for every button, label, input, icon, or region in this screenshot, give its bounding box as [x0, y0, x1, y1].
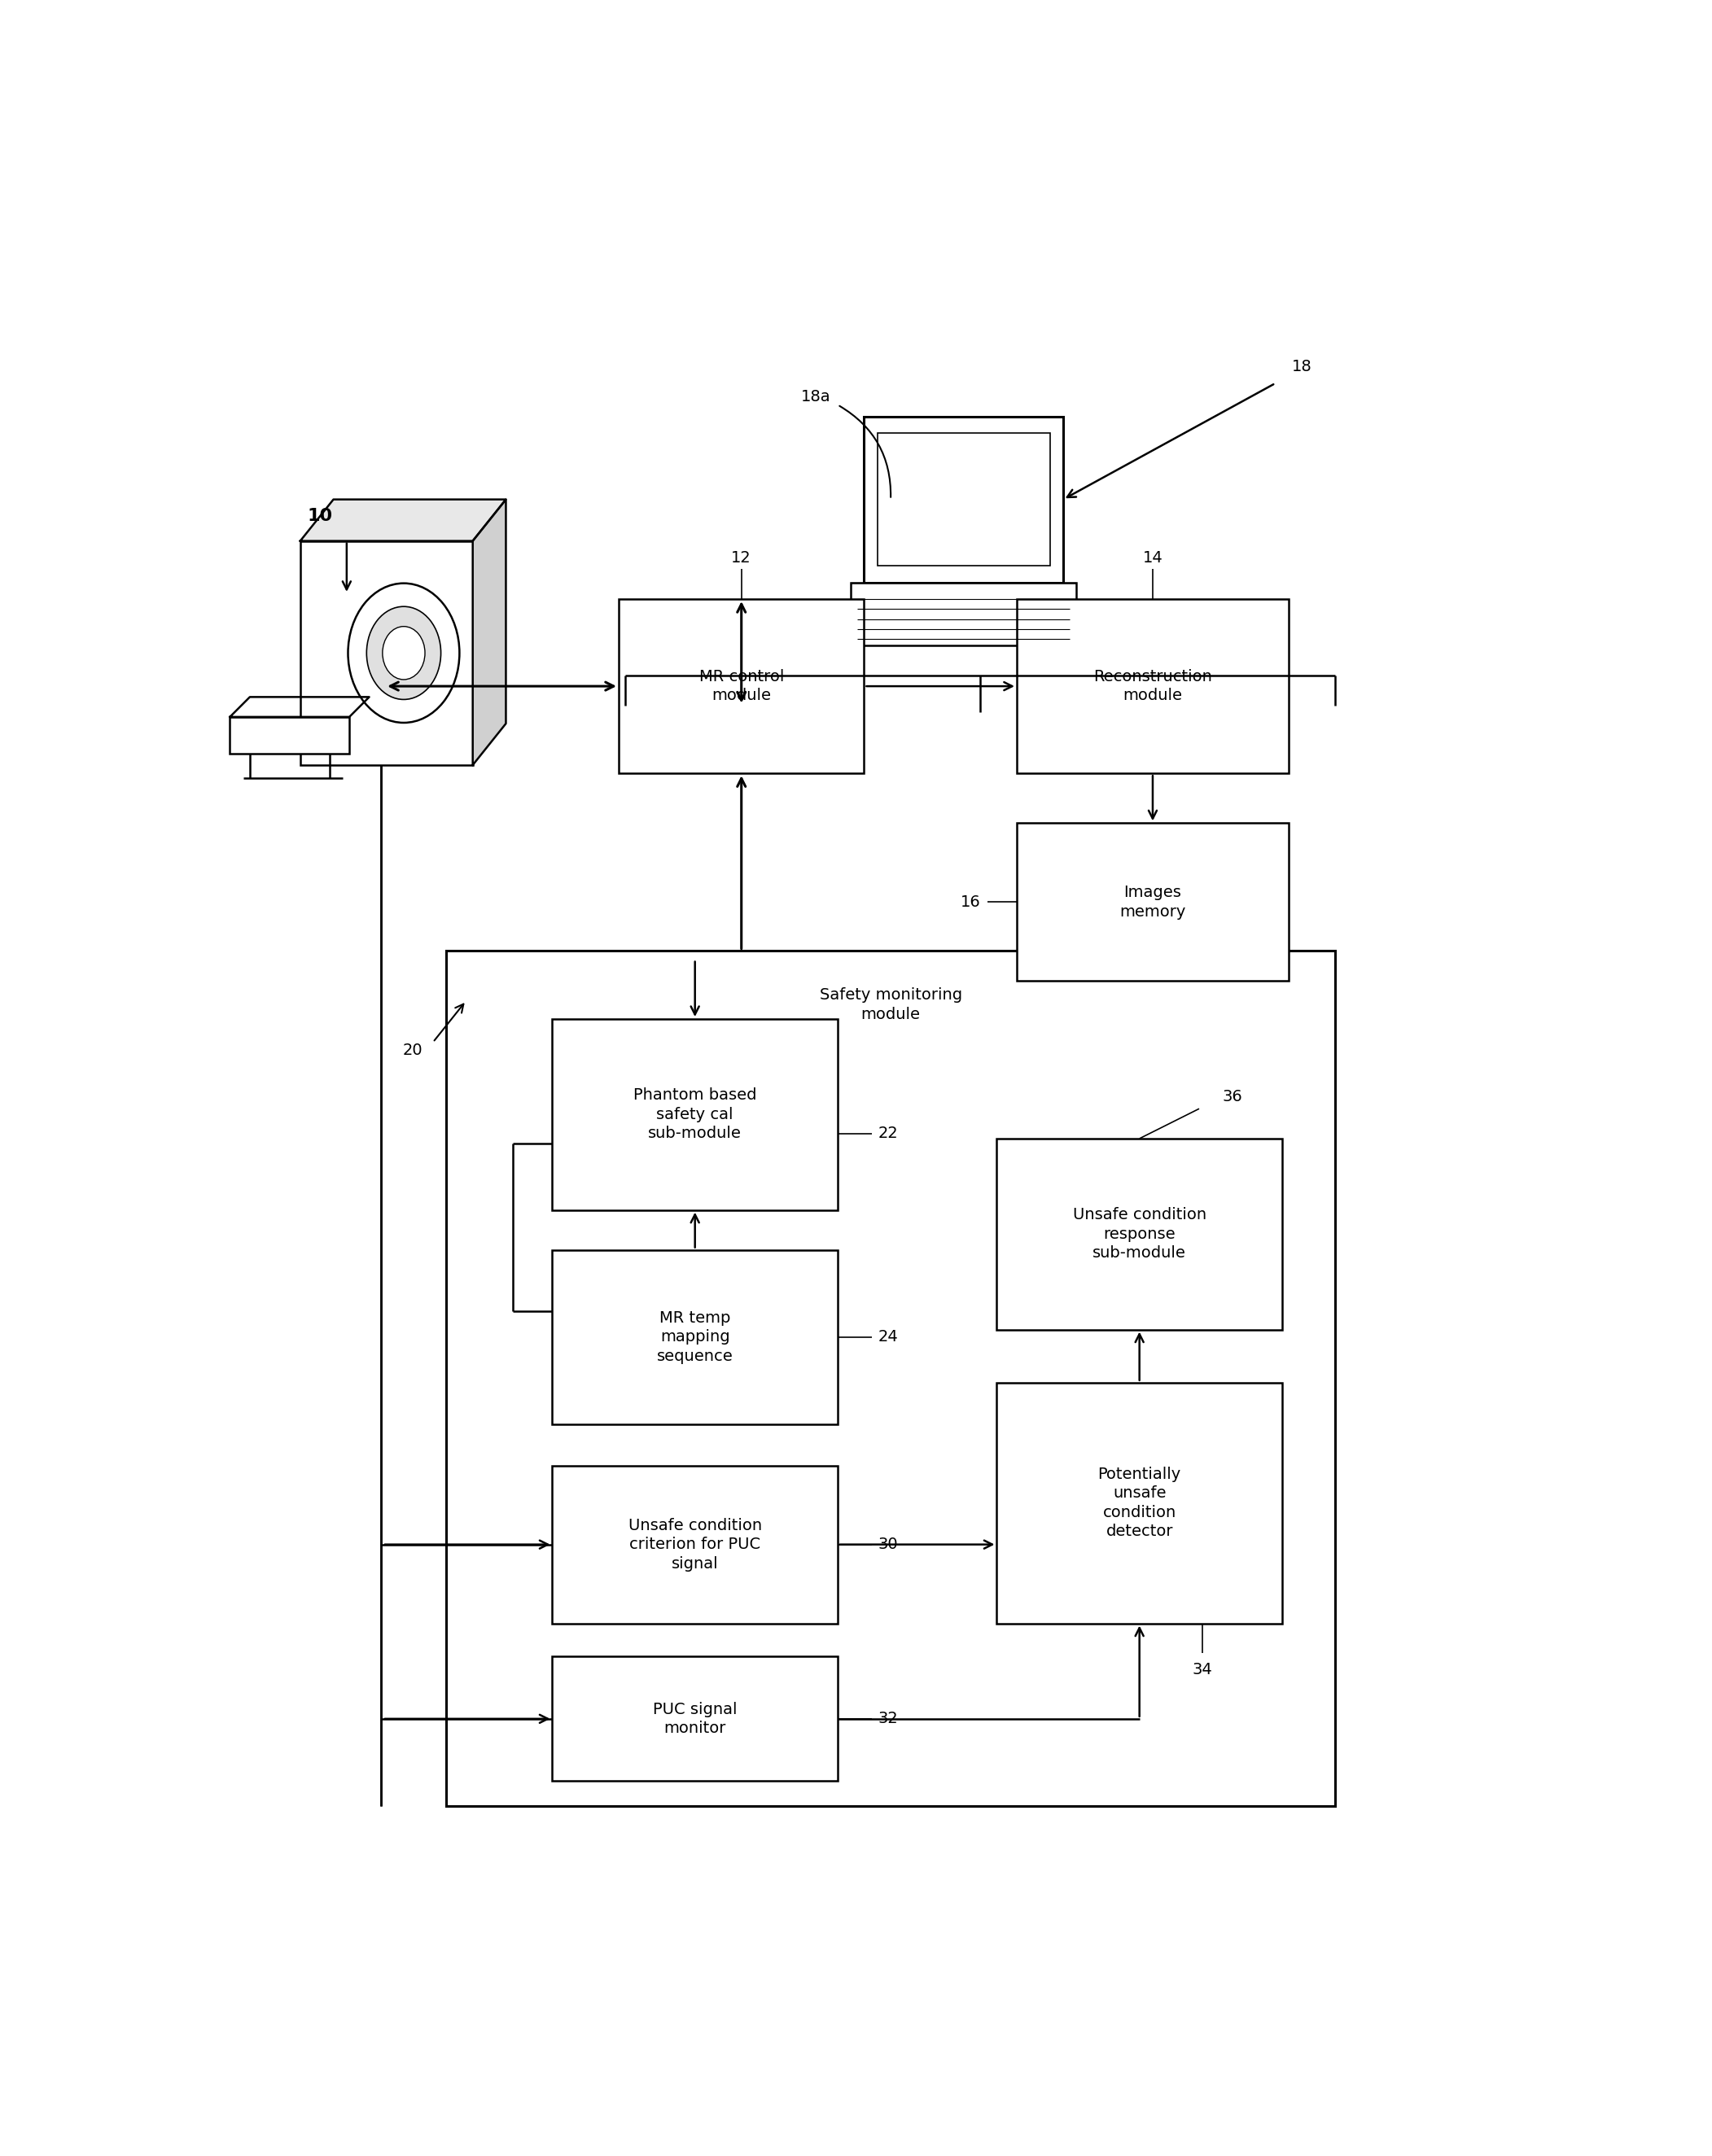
- FancyBboxPatch shape: [229, 718, 349, 752]
- Text: 14: 14: [1142, 550, 1162, 565]
- Text: 34: 34: [1192, 1662, 1212, 1677]
- FancyBboxPatch shape: [300, 541, 473, 765]
- Text: MR temp
mapping
sequence: MR temp mapping sequence: [657, 1311, 733, 1365]
- Text: 36: 36: [1222, 1089, 1243, 1104]
- Text: 12: 12: [731, 550, 752, 565]
- Text: Reconstruction
module: Reconstruction module: [1094, 668, 1212, 703]
- Circle shape: [366, 606, 442, 699]
- FancyBboxPatch shape: [553, 1466, 837, 1623]
- Polygon shape: [300, 500, 507, 541]
- FancyBboxPatch shape: [618, 599, 865, 774]
- Text: 30: 30: [878, 1537, 899, 1552]
- FancyBboxPatch shape: [996, 1138, 1282, 1330]
- Text: MR control
module: MR control module: [698, 668, 784, 703]
- Text: 32: 32: [878, 1712, 899, 1727]
- FancyBboxPatch shape: [553, 1250, 837, 1425]
- Text: 10: 10: [308, 509, 332, 524]
- Text: 18: 18: [1293, 358, 1311, 375]
- FancyBboxPatch shape: [553, 1656, 837, 1781]
- FancyBboxPatch shape: [447, 951, 1335, 1807]
- Text: PUC signal
monitor: PUC signal monitor: [652, 1701, 738, 1736]
- Text: Unsafe condition
response
sub-module: Unsafe condition response sub-module: [1073, 1207, 1207, 1261]
- FancyBboxPatch shape: [1017, 599, 1289, 774]
- FancyBboxPatch shape: [1017, 824, 1289, 981]
- Text: 22: 22: [878, 1125, 899, 1141]
- Text: Potentially
unsafe
condition
detector: Potentially unsafe condition detector: [1097, 1466, 1181, 1539]
- FancyBboxPatch shape: [996, 1382, 1282, 1623]
- Text: Unsafe condition
criterion for PUC
signal: Unsafe condition criterion for PUC signa…: [628, 1518, 762, 1572]
- FancyBboxPatch shape: [851, 582, 1077, 645]
- Text: 20: 20: [402, 1044, 423, 1059]
- Text: 24: 24: [878, 1330, 899, 1345]
- Text: Safety monitoring
module: Safety monitoring module: [820, 987, 962, 1022]
- Text: 16: 16: [960, 895, 981, 910]
- FancyBboxPatch shape: [865, 416, 1063, 582]
- FancyBboxPatch shape: [553, 1020, 837, 1210]
- Text: 18a: 18a: [801, 388, 830, 403]
- Text: Images
memory: Images memory: [1120, 884, 1186, 918]
- Text: Phantom based
safety cal
sub-module: Phantom based safety cal sub-module: [633, 1087, 757, 1141]
- Polygon shape: [473, 500, 507, 765]
- Circle shape: [382, 627, 425, 679]
- Circle shape: [348, 584, 459, 722]
- FancyBboxPatch shape: [877, 433, 1049, 565]
